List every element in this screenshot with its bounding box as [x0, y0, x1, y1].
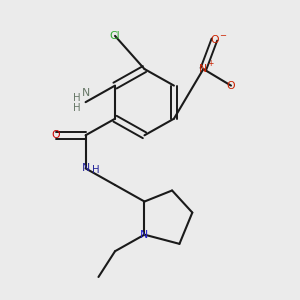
- Text: H: H: [92, 165, 100, 175]
- Text: H: H: [73, 103, 80, 113]
- Text: N: N: [140, 230, 148, 240]
- Text: O: O: [52, 130, 61, 140]
- Text: −: −: [219, 32, 226, 40]
- Text: N: N: [199, 64, 208, 74]
- Text: N: N: [82, 164, 90, 173]
- Text: O: O: [227, 81, 235, 91]
- Text: H: H: [73, 94, 80, 103]
- Text: Cl: Cl: [110, 31, 120, 41]
- Text: +: +: [207, 59, 213, 68]
- Text: N: N: [82, 88, 90, 98]
- Text: O: O: [210, 34, 219, 45]
